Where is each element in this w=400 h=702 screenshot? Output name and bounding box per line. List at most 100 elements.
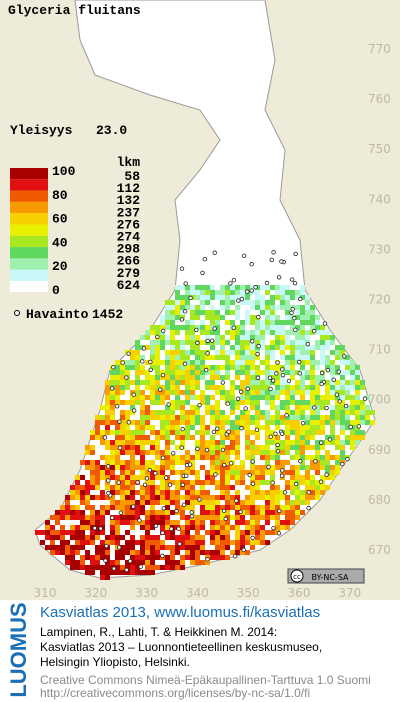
grid-cell	[160, 500, 165, 505]
grid-cell	[210, 325, 215, 330]
grid-cell	[210, 465, 215, 470]
grid-cell	[155, 445, 160, 450]
grid-cell	[170, 500, 175, 505]
grid-cell	[160, 420, 165, 425]
grid-cell	[190, 395, 195, 400]
grid-cell	[125, 485, 130, 490]
grid-cell	[300, 285, 305, 290]
grid-cell	[340, 400, 345, 405]
grid-cell	[140, 570, 145, 575]
grid-cell	[105, 485, 110, 490]
grid-cell	[270, 315, 275, 320]
grid-cell	[330, 380, 335, 385]
grid-cell	[255, 515, 260, 520]
grid-cell	[285, 510, 290, 515]
grid-cell	[170, 495, 175, 500]
grid-cell	[185, 295, 190, 300]
observation-dot	[362, 396, 368, 401]
grid-cell	[230, 450, 235, 455]
grid-cell	[180, 345, 185, 350]
grid-cell	[200, 490, 205, 495]
observation-dot	[270, 480, 275, 485]
grid-cell	[310, 350, 315, 355]
grid-cell	[135, 565, 140, 570]
grid-cell	[190, 370, 195, 375]
citation: Kasviatlas 2013 – Luonnontieteellinen ke…	[40, 640, 322, 654]
grid-cell	[75, 525, 80, 530]
grid-cell	[255, 505, 260, 510]
grid-cell	[240, 320, 245, 325]
badge-cc: cc	[293, 573, 301, 581]
grid-cell	[270, 510, 275, 515]
grid-cell	[80, 545, 85, 550]
grid-cell	[265, 455, 270, 460]
grid-cell	[295, 295, 300, 300]
grid-cell	[240, 325, 245, 330]
grid-cell	[185, 450, 190, 455]
grid-cell	[120, 485, 125, 490]
grid-cell	[75, 535, 80, 540]
grid-cell	[135, 540, 140, 545]
grid-cell	[305, 345, 310, 350]
grid-cell	[235, 315, 240, 320]
grid-cell	[310, 315, 315, 320]
y-grid-label: 770	[368, 42, 391, 56]
observation-dot	[163, 475, 169, 480]
grid-cell	[215, 460, 220, 465]
grid-cell	[130, 380, 135, 385]
grid-cell	[230, 445, 235, 450]
grid-cell	[145, 330, 150, 335]
grid-cell	[175, 550, 180, 555]
grid-cell	[165, 355, 170, 360]
grid-cell	[210, 290, 215, 295]
grid-cell	[255, 530, 260, 535]
grid-cell	[290, 465, 295, 470]
grid-cell	[220, 530, 225, 535]
grid-cell	[200, 560, 205, 565]
grid-cell	[70, 545, 75, 550]
grid-cell	[90, 555, 95, 560]
grid-cell	[115, 500, 120, 505]
grid-cell	[270, 475, 275, 480]
grid-cell	[130, 355, 135, 360]
grid-cell	[285, 335, 290, 340]
grid-cell	[340, 395, 345, 400]
grid-cell	[205, 475, 210, 480]
grid-cell	[210, 550, 215, 555]
grid-cell	[245, 500, 250, 505]
grid-cell	[245, 300, 250, 305]
grid-cell	[205, 295, 210, 300]
grid-cell	[175, 470, 180, 475]
observation-dot	[189, 514, 195, 519]
grid-cell	[200, 550, 205, 555]
observation-dot	[298, 296, 303, 302]
grid-cell	[225, 555, 230, 560]
grid-cell	[45, 545, 50, 550]
grid-cell	[155, 565, 160, 570]
observation-dot	[322, 321, 328, 326]
y-grid-label: 750	[368, 142, 391, 156]
observation-dot	[144, 476, 150, 481]
grid-cell	[275, 515, 280, 520]
grid-cell	[160, 320, 165, 325]
grid-cell	[230, 345, 235, 350]
grid-cell	[165, 505, 170, 510]
grid-cell	[325, 485, 330, 490]
grid-cell	[200, 330, 205, 335]
grid-cell	[310, 355, 315, 360]
grid-cell	[125, 540, 130, 545]
observation-dot	[255, 351, 260, 357]
grid-cell	[190, 480, 195, 485]
grid-cell	[110, 570, 115, 575]
grid-cell	[175, 390, 180, 395]
grid-cell	[90, 520, 95, 525]
grid-cell	[55, 535, 60, 540]
grid-cell	[270, 305, 275, 310]
grid-cell	[190, 305, 195, 310]
observation-dot	[356, 424, 362, 429]
grid-cell	[155, 440, 160, 445]
grid-cell	[155, 455, 160, 460]
observation-dot	[102, 435, 108, 440]
grid-cell	[315, 480, 320, 485]
grid-cell	[190, 465, 195, 470]
